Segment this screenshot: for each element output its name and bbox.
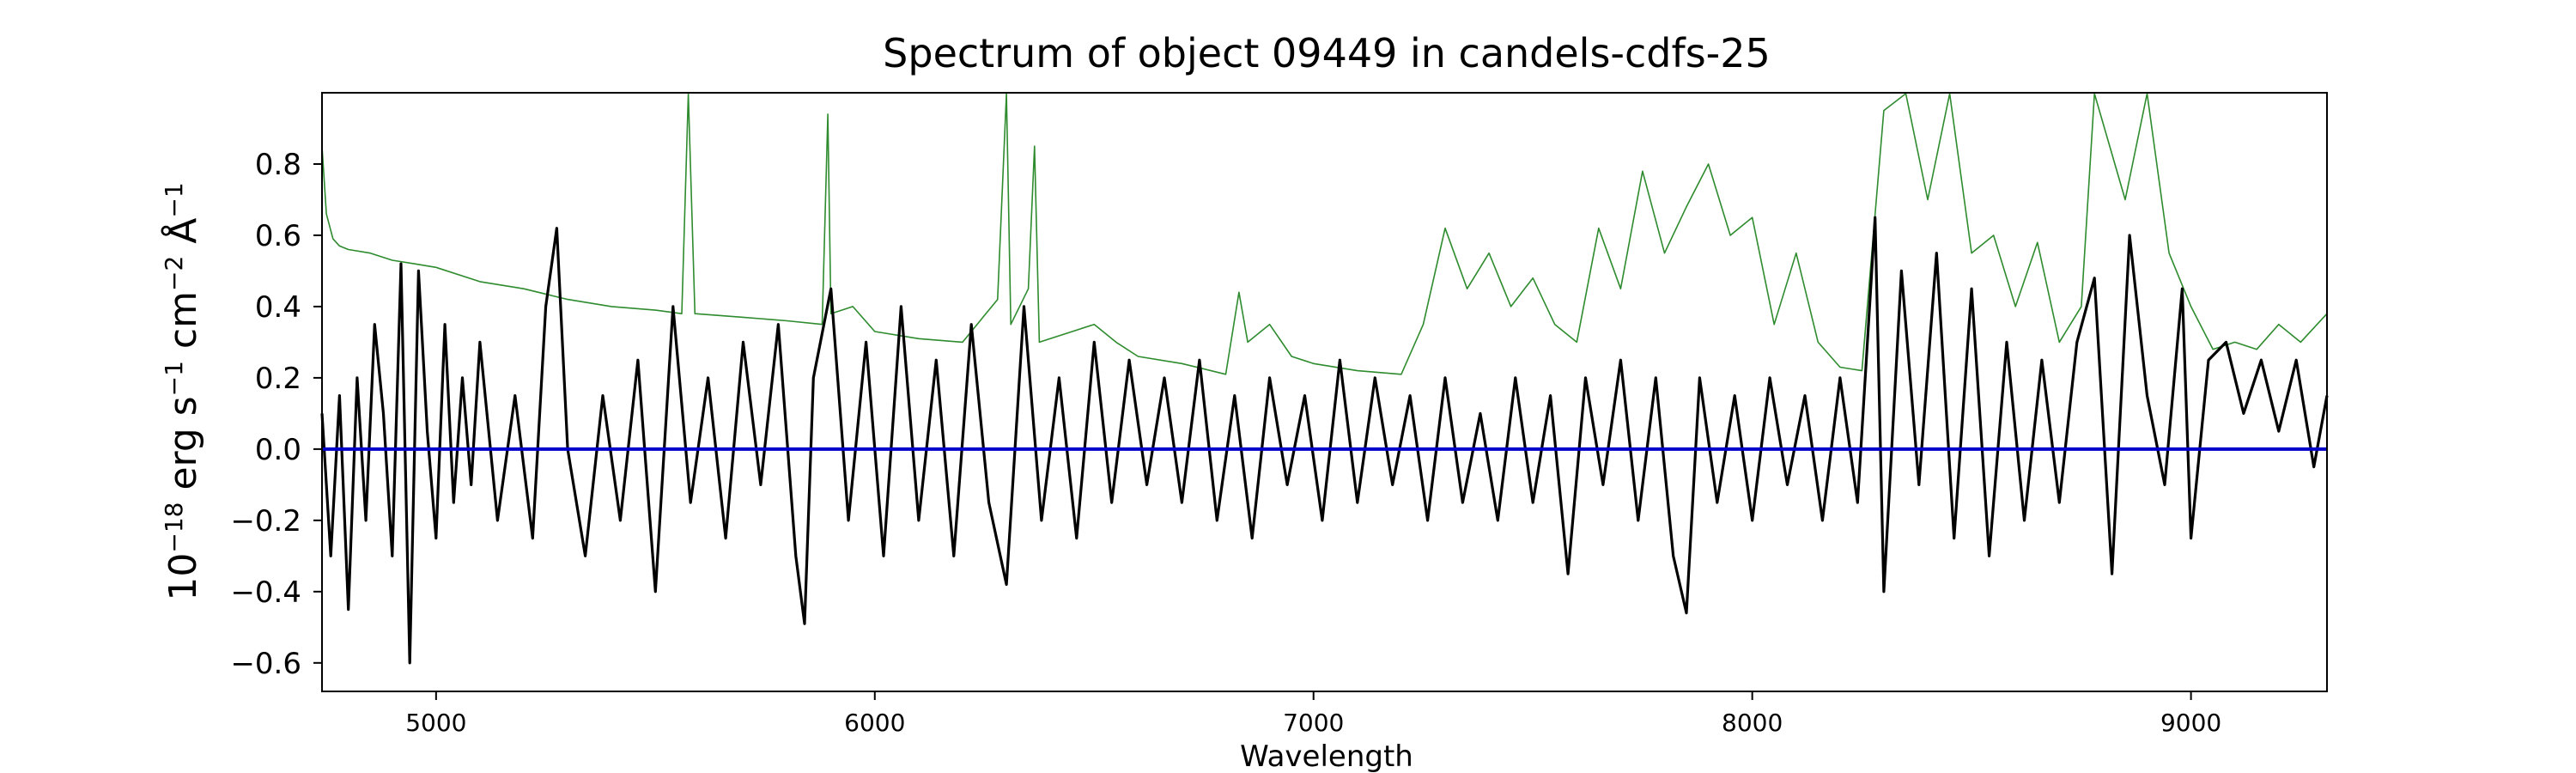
plot-frame (321, 92, 2328, 692)
y-label-exp-a: −1 (160, 361, 188, 396)
y-label-exp-b: −2 (160, 256, 188, 291)
y-axis-label: 10−18 erg s−1 cm−2 Å−1 (160, 182, 206, 600)
x-axis-label: Wavelength (1240, 740, 1413, 773)
y-tick-label: 0.0 (255, 433, 301, 467)
y-label-unit-a: erg s (161, 396, 205, 502)
series-line-noise (321, 93, 2328, 375)
y-label-unit-c: Å (160, 218, 205, 256)
x-tick-label: 7000 (1283, 709, 1344, 737)
x-tick-label: 8000 (1722, 709, 1783, 737)
y-label-base: 10 (161, 553, 205, 601)
x-axis: 5000 6000 7000 8000 9000 (405, 691, 2221, 737)
chart-title: Spectrum of object 09449 in candels-cdfs… (883, 30, 1771, 76)
series-line-flux (320, 216, 2329, 665)
plot-area (320, 93, 2329, 665)
y-label-exp: −18 (160, 502, 188, 553)
y-tick-label: −0.2 (230, 504, 301, 539)
y-tick-label: 0.2 (255, 362, 301, 396)
y-tick-label: 0.8 (255, 148, 301, 182)
y-label-exp-c: −1 (160, 182, 188, 217)
y-tick-label: −0.6 (230, 647, 301, 681)
y-axis: −0.6 −0.4 −0.2 0.0 0.2 0.4 0.6 0.8 (230, 148, 322, 681)
y-tick-label: 0.6 (255, 219, 301, 253)
y-tick-label: 0.4 (255, 290, 301, 325)
y-tick-label: −0.4 (230, 575, 301, 610)
x-tick-label: 9000 (2160, 709, 2221, 737)
x-tick-label: 5000 (405, 709, 466, 737)
y-label-unit-b: cm (161, 291, 205, 361)
x-tick-label: 6000 (844, 709, 905, 737)
